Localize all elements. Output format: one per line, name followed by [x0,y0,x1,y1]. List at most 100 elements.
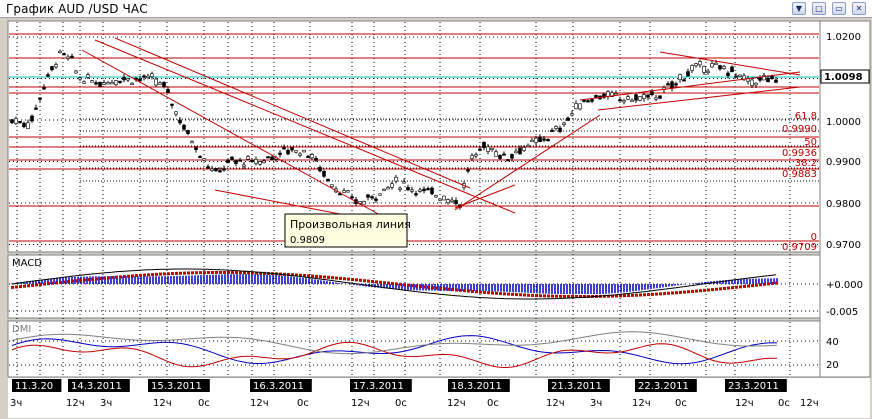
macd-signal-point [247,271,250,275]
candle-body [62,53,66,56]
date-labels: 11.3.20 14.3.2011 15.3.2011 16.3.2011 17.3.2… [12,379,787,392]
candle-body [770,75,774,79]
candle-body [694,63,698,67]
candle-body [586,100,590,103]
candle-body [726,72,730,76]
macd-signal-point [687,290,690,294]
macd-signal-point [395,282,398,286]
candle-body [58,50,62,53]
date-label: 17.3.2011 [350,379,412,392]
hour-label: 12ч [800,398,819,409]
macd-signal-point [195,271,198,275]
macd-signal-point [143,273,146,277]
candle-body [430,187,434,195]
macd-signal-point [103,276,106,280]
macd-signal-point [771,282,774,286]
candle-body [146,75,150,78]
macd-signal-point [219,271,222,275]
macd-signal-point [495,291,498,295]
macd-signal-point [263,271,266,275]
candle-body [126,78,130,81]
candle-body [422,188,426,192]
restore-button[interactable]: ▭ [832,2,846,15]
date-label-text: 21.3.2011 [551,381,602,392]
candle-body [754,82,758,86]
macd-signal-point [111,275,114,279]
candle-body [150,73,154,78]
macd-signal-point [735,285,738,289]
dmi-label: DMI [12,324,31,335]
macd-signal-point [447,287,450,291]
macd-line [11,268,777,300]
candle-body [394,176,398,182]
macd-signal-point [319,275,322,279]
candle-body [562,122,566,125]
candle-body [558,127,562,132]
candle-body [718,65,722,70]
dmi-tick: 40 [826,337,839,348]
macd-signal-point [175,271,178,275]
hour-label: 12ч [447,398,466,409]
macd-signal-point [511,292,514,296]
close-button[interactable]: ✕ [852,2,866,15]
candle-body [698,61,702,66]
macd-signal-point [303,274,306,278]
macd-signal-point [251,271,254,275]
candle-body [258,161,262,165]
tooltip-title: Произвольная линия [290,218,411,231]
macd-signal-point [399,282,402,286]
date-label-text: 18.3.2011 [451,381,502,392]
price-tick: 1.0000 [826,117,861,128]
minimize-button[interactable]: ▼ [792,2,806,15]
macd-signal-point [127,274,130,278]
macd-signal-point [547,294,550,298]
candle-body [186,130,190,134]
candle-body [330,184,334,187]
macd-signal-point [63,280,66,284]
candle-body [70,55,74,58]
macd-signal-point [483,290,486,294]
candle-body [250,159,254,162]
macd-signal-point [223,271,226,275]
macd-signal-point [91,277,94,281]
candle-body [246,156,250,160]
macd-signal-point [675,291,678,295]
candle-body [506,159,510,162]
candle-body [670,81,674,89]
candle-body [550,129,554,132]
date-label-text: 15.3.2011 [151,381,202,392]
macd-signal-point [623,294,626,298]
candle-body [450,199,454,202]
candle-body [254,158,258,164]
macd-signal-point [19,285,22,289]
macd-signal-point [39,283,42,286]
candle-body [454,200,458,204]
candle-body [94,82,98,85]
trend-line [214,189,346,216]
macd-signal-point [11,285,14,289]
maximize-button[interactable]: □ [812,2,826,15]
candle-body [510,153,514,159]
candle-body [554,126,558,129]
candle-body [194,147,198,150]
candle-body [714,62,718,65]
macd-signal-point [615,294,618,298]
macd-signal-point [703,288,706,292]
macd-signal-point [603,294,606,298]
macd-signal-point [519,293,522,297]
macd-signal-point [679,290,682,294]
fib-value: 0.9936 [782,148,817,159]
candle-body [702,66,706,73]
fib-label: 50 [804,137,817,148]
date-label: 16.3.2011 [250,379,312,392]
macd-signal-point [355,278,358,282]
macd-signal-point [239,271,242,275]
candle-body [602,93,606,98]
macd-signal-point [347,277,350,281]
candle-body [606,91,610,97]
candle-body [486,146,490,152]
macd-signal-point [183,271,186,275]
candle-body [138,78,142,82]
date-label-bg [548,379,610,392]
trend-line [94,39,516,214]
